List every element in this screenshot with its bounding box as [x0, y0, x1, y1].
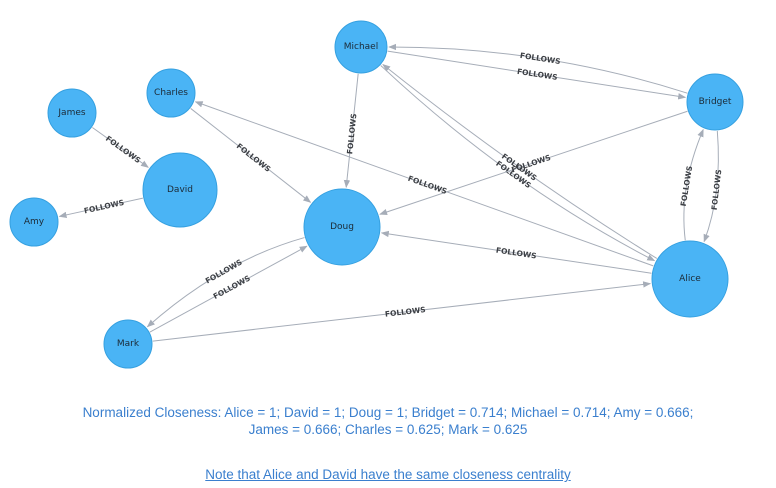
- edge-michael-to-doug[interactable]: FOLLOWS: [343, 73, 359, 189]
- edge-label: FOLLOWS: [407, 174, 448, 196]
- edge-james-to-david[interactable]: FOLLOWS: [92, 127, 149, 168]
- edge-line[interactable]: [683, 128, 704, 241]
- edge-label: FOLLOWS: [384, 305, 426, 319]
- edge-doug-to-mark[interactable]: FOLLOWS: [146, 237, 305, 328]
- edge-alice-to-charles[interactable]: FOLLOWS: [194, 101, 654, 267]
- edge-label: FOLLOWS: [83, 198, 125, 216]
- edge-alice-to-michael[interactable]: FOLLOWS: [382, 63, 658, 259]
- edge-label: FOLLOWS: [710, 169, 724, 211]
- edge-line[interactable]: [149, 245, 308, 333]
- edge-mark-to-doug[interactable]: FOLLOWS: [149, 245, 308, 333]
- nodes-layer: Michael Charles James David Amy Doug Bridget Al…: [9, 20, 744, 369]
- edge-bridget-to-doug[interactable]: FOLLOWS: [379, 110, 688, 216]
- node-mark[interactable]: Mark: [103, 319, 153, 369]
- node-circle[interactable]: [47, 88, 97, 138]
- edge-line[interactable]: [190, 108, 312, 203]
- edge-line[interactable]: [703, 130, 719, 243]
- edge-line[interactable]: [152, 281, 652, 342]
- note-link[interactable]: Note that Alice and David have the same …: [205, 467, 571, 482]
- node-amy[interactable]: Amy: [9, 197, 59, 247]
- node-david[interactable]: David: [142, 152, 218, 228]
- edge-line[interactable]: [387, 50, 687, 100]
- edge-line[interactable]: [343, 73, 359, 189]
- note-caption: Note that Alice and David have the same …: [0, 466, 776, 483]
- edge-label: FOLLOWS: [516, 67, 558, 82]
- node-circle[interactable]: [334, 20, 388, 74]
- closeness-caption: Normalized Closeness: Alice = 1; David =…: [0, 404, 776, 438]
- edge-label: FOLLOWS: [104, 134, 142, 165]
- edge-line[interactable]: [194, 101, 654, 267]
- edge-alice-to-doug[interactable]: FOLLOWS: [380, 230, 652, 274]
- edge-line[interactable]: [388, 43, 688, 94]
- node-charles[interactable]: Charles: [146, 68, 196, 118]
- edge-david-to-amy[interactable]: FOLLOWS: [58, 197, 143, 219]
- edge-label: FOLLOWS: [519, 51, 561, 66]
- edge-label: FOLLOWS: [679, 165, 694, 207]
- edge-label: FOLLOWS: [235, 142, 273, 174]
- graph-canvas: FOLLOWSFOLLOWSFOLLOWSFOLLOWSFOLLOWSFOLLO…: [9, 20, 744, 369]
- node-doug[interactable]: Doug: [303, 188, 381, 266]
- node-circle[interactable]: [9, 197, 59, 247]
- node-james[interactable]: James: [47, 88, 97, 138]
- edge-line[interactable]: [146, 237, 305, 328]
- edge-line[interactable]: [379, 110, 688, 216]
- edge-line[interactable]: [380, 65, 656, 262]
- node-circle[interactable]: [651, 240, 729, 318]
- node-circle[interactable]: [146, 68, 196, 118]
- node-circle[interactable]: [686, 73, 744, 131]
- closeness-line-1: Normalized Closeness: Alice = 1; David =…: [82, 405, 694, 420]
- edge-bridget-to-alice[interactable]: FOLLOWS: [703, 130, 724, 243]
- node-circle[interactable]: [303, 188, 381, 266]
- node-alice[interactable]: Alice: [651, 240, 729, 318]
- node-bridget[interactable]: Bridget: [686, 73, 744, 131]
- node-circle[interactable]: [142, 152, 218, 228]
- edge-label: FOLLOWS: [345, 113, 358, 155]
- closeness-line-2: James = 0.666; Charles = 0.625; Mark = 0…: [248, 422, 528, 437]
- edge-line[interactable]: [58, 197, 143, 219]
- node-michael[interactable]: Michael: [334, 20, 388, 74]
- edge-label: FOLLOWS: [495, 246, 537, 261]
- node-circle[interactable]: [103, 319, 153, 369]
- edge-line[interactable]: [380, 230, 652, 274]
- edge-alice-to-bridget[interactable]: FOLLOWS: [679, 128, 704, 241]
- edge-line[interactable]: [92, 127, 149, 168]
